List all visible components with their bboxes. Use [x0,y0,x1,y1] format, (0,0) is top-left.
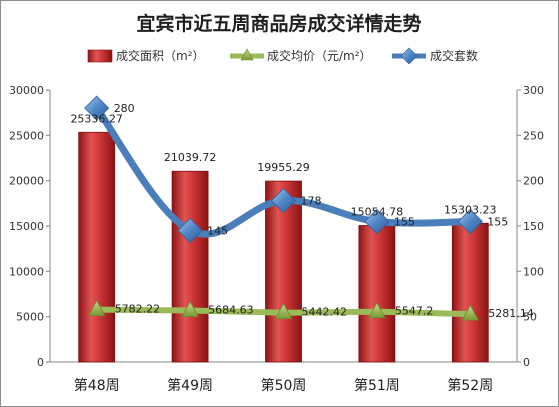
legend-units-label: 成交套数 [430,48,478,63]
price-marker-4 [461,304,479,321]
area-label-2: 19955.29 [257,161,310,174]
legend-price-label: 成交均价（元/m²） [267,48,372,63]
price-data-labels: 5782.22 5684.63 5442.42 5547.2 5281.14 [115,303,534,321]
x-category-label-3: 第51周 [354,377,400,394]
units-marker-3 [364,208,390,235]
legend-area-swatch [87,49,113,63]
x-category-label-4: 第52周 [447,377,493,394]
y-right-tick-4: 200 [523,175,544,188]
area-label-3: 15054.78 [351,206,404,219]
y-left-tick-4: 20000 [9,175,44,188]
y-left-tick-5: 25000 [9,129,44,142]
y-left-tick-3: 15000 [9,220,44,233]
series-units-markers [84,95,483,244]
units-line [93,104,474,238]
price-label-1: 5684.63 [208,303,254,316]
y-axis-tick-marks [46,89,521,363]
price-label-2: 5442.42 [302,306,348,319]
units-marker-2 [270,188,297,214]
y-right-tick-2: 100 [523,265,544,278]
chart-title: 宜宾市近五周商品房成交详情走势 [136,12,421,35]
series-price-markers [88,299,479,321]
series-area-bars [78,131,489,363]
price-label-3: 5547.2 [395,305,434,318]
area-bar-0 [78,131,116,363]
price-marker-1 [181,300,199,317]
price-marker-3 [368,301,386,319]
y-axis-left-ticks: 0 5000 10000 15000 20000 25000 30000 [9,84,44,369]
area-label-0: 25336.27 [70,112,123,125]
units-label-1: 145 [207,225,228,238]
x-category-label-1: 第49周 [167,377,213,394]
x-category-label-0: 第48周 [74,377,120,394]
area-bar-4 [451,222,489,363]
y-left-tick-6: 30000 [9,84,44,97]
y-right-tick-6: 300 [523,84,544,97]
legend-item-area: 成交面积（m²） [87,48,205,63]
y-right-tick-5: 250 [523,129,544,142]
legend-item-price: 成交均价（元/m²） [230,48,372,63]
y-right-tick-0: 0 [523,356,530,369]
legend-units-marker [400,47,418,65]
legend: 成交面积（m²） 成交均价（元/m²） 成交套数 [87,47,478,65]
legend-item-units: 成交套数 [392,47,478,65]
price-marker-0 [88,299,106,317]
units-label-3: 155 [394,215,415,228]
y-right-tick-1: 50 [523,311,537,324]
legend-price-marker [240,48,254,61]
units-marker-4 [457,208,483,235]
units-marker-0 [84,95,110,121]
y-axis-right-ticks: 0 50 100 150 200 250 300 [523,84,544,369]
area-label-4: 15303.23 [444,203,497,216]
price-label-0: 5782.22 [115,303,161,316]
legend-area-label: 成交面积（m²） [116,48,205,63]
units-marker-1 [177,217,203,244]
units-label-0: 280 [114,102,135,115]
x-axis-categories: 第48周 第49周 第50周 第51周 第52周 [74,377,493,394]
units-label-2: 178 [301,195,322,208]
units-data-labels: 280 145 178 155 155 [114,102,509,237]
x-category-label-2: 第50周 [261,377,307,394]
units-label-4: 155 [487,215,508,228]
price-marker-2 [274,302,293,320]
y-right-tick-3: 150 [523,220,544,233]
area-data-labels: 25336.27 21039.72 19955.29 15054.78 1530… [70,112,496,218]
y-left-tick-0: 0 [37,356,44,369]
y-left-tick-2: 10000 [9,265,44,278]
area-bar-3 [358,225,396,363]
price-label-4: 5281.14 [488,307,534,320]
y-left-tick-1: 5000 [16,311,44,324]
area-label-1: 21039.72 [164,151,217,164]
area-bar-1 [171,170,209,363]
